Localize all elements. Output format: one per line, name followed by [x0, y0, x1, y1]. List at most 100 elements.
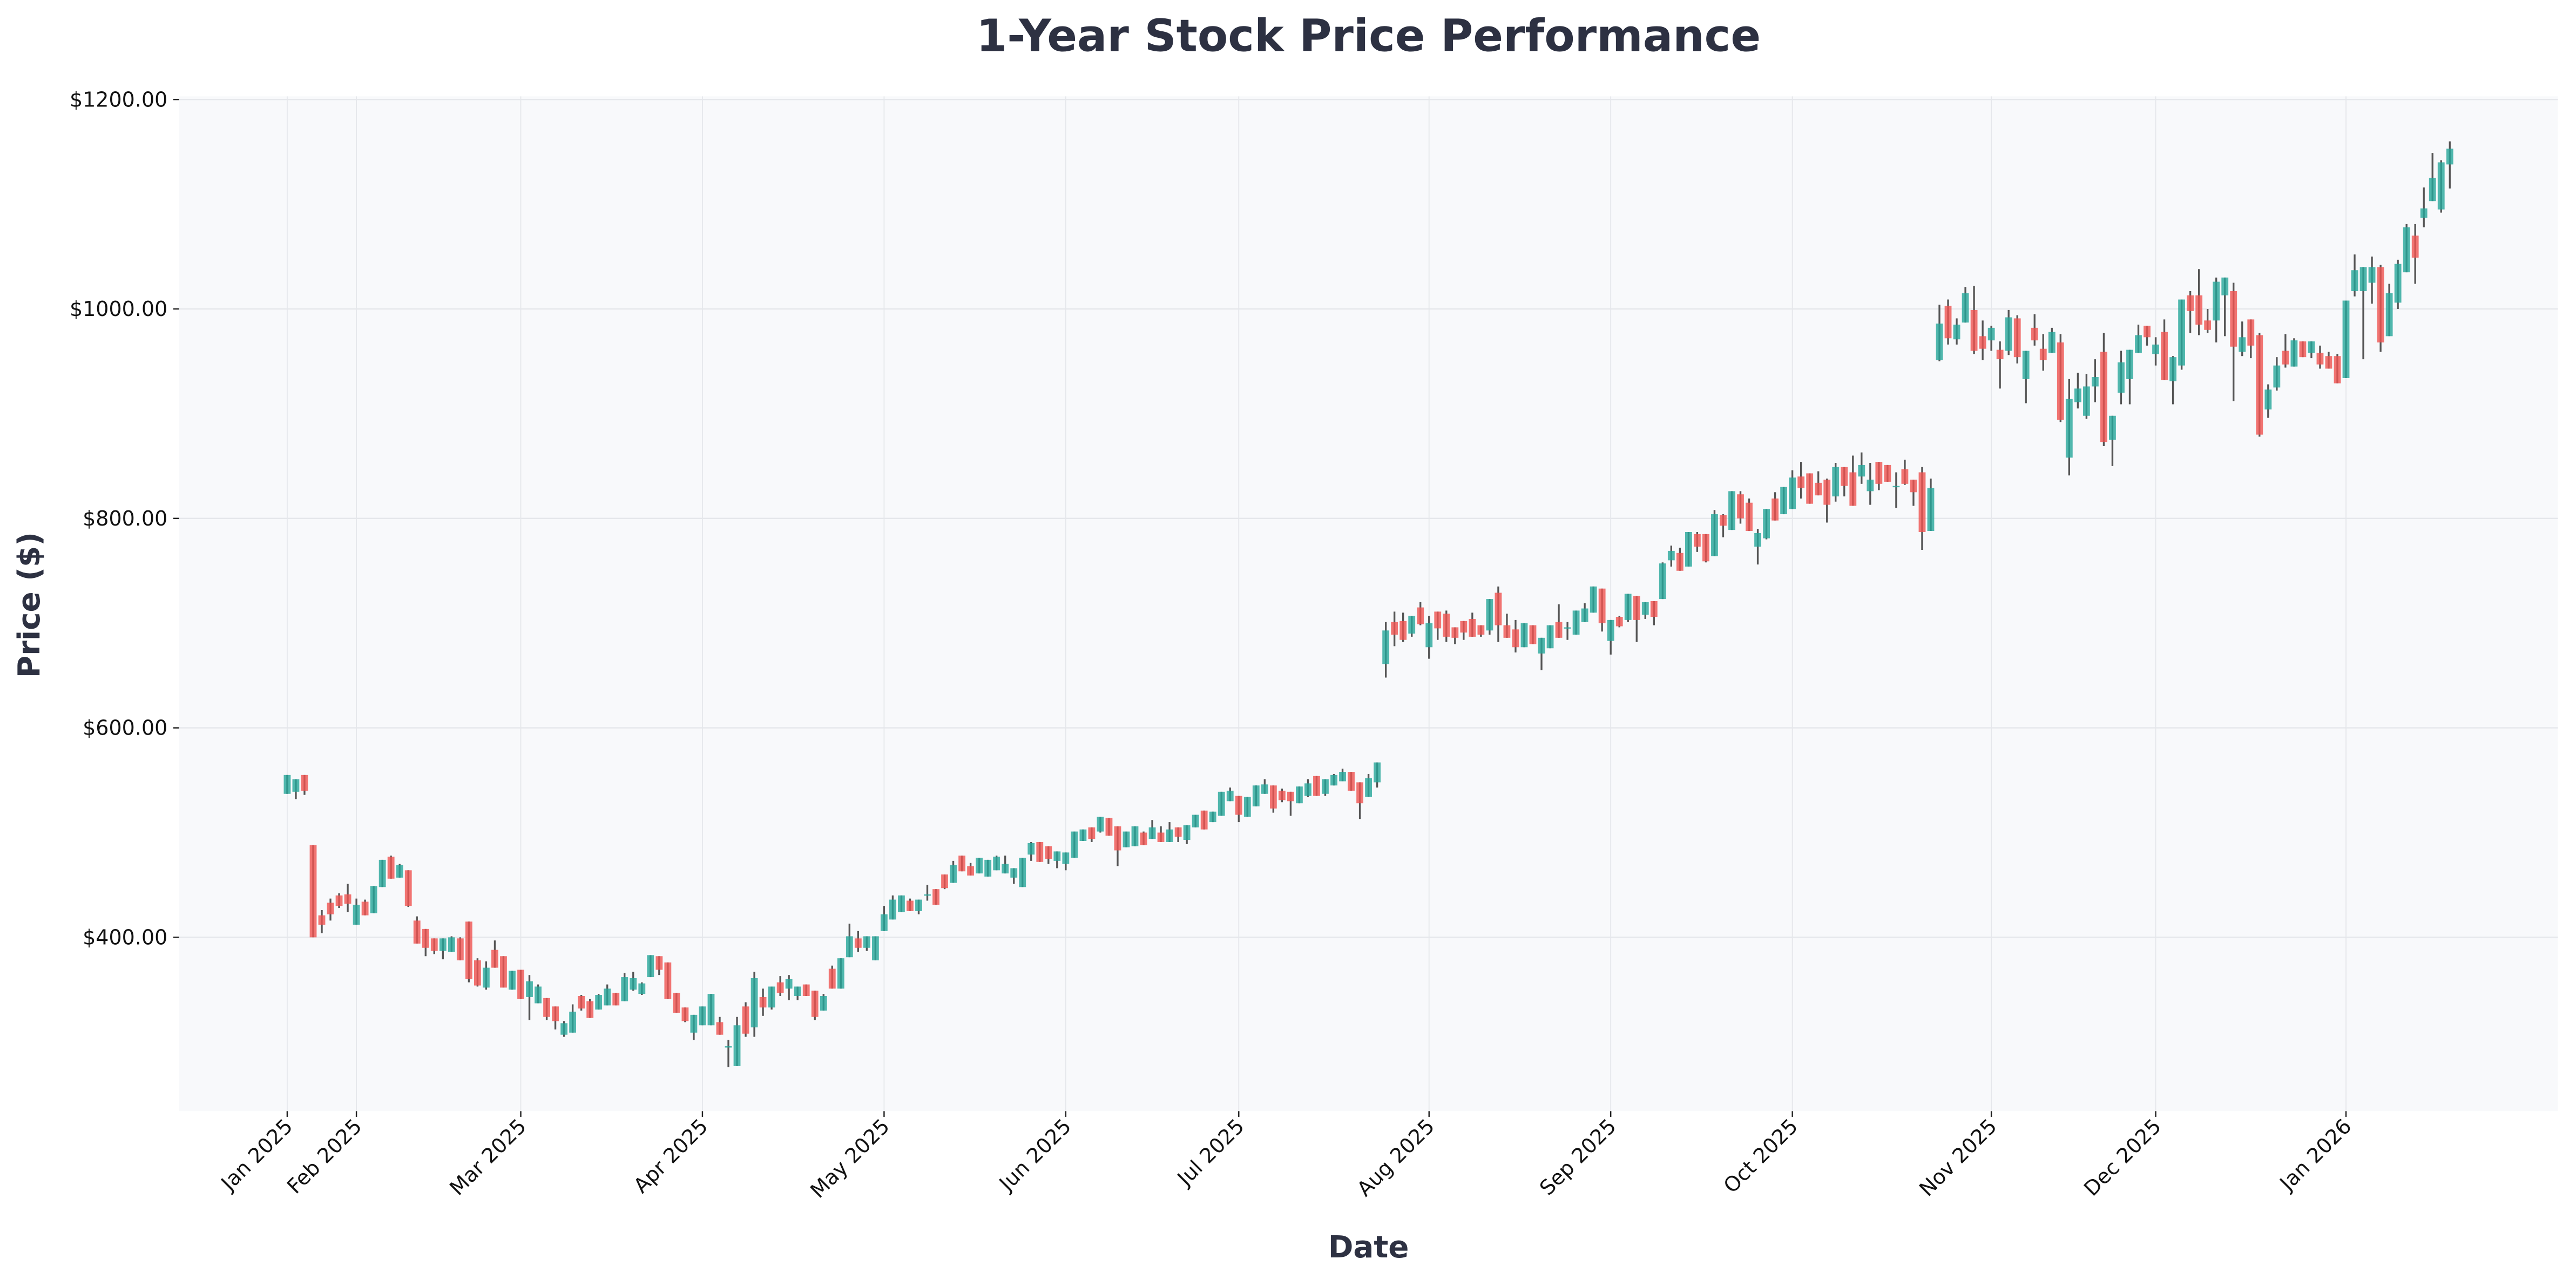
candle-body-down [1944, 306, 1952, 339]
candle-body-up [2118, 362, 2125, 393]
candle [404, 870, 412, 907]
candle-body-up [292, 779, 300, 792]
gridlines [179, 96, 2558, 1112]
candle [2359, 267, 2367, 360]
candle-body-up [1936, 324, 1943, 361]
candle-body-down [1598, 588, 1606, 623]
candle [1391, 611, 1398, 647]
candle [1884, 465, 1891, 482]
candle-body-down [318, 915, 326, 925]
candle [1780, 487, 1788, 515]
candle [2247, 319, 2255, 359]
candle [1036, 842, 1044, 862]
candle [491, 940, 498, 968]
candle-body-down [932, 889, 939, 905]
candle [1097, 817, 1104, 833]
candle-body-down [2100, 352, 2107, 442]
candle [578, 995, 585, 1011]
candle [612, 993, 620, 1006]
candle [344, 884, 351, 912]
candle-body-down [422, 928, 429, 948]
candle-body-up [768, 986, 775, 1008]
candle-body-down [1469, 618, 1476, 637]
candle-body-up [699, 1006, 706, 1026]
candle [1365, 773, 1372, 797]
candle-body-up [2290, 340, 2298, 367]
candle [2118, 351, 2125, 405]
candle-body-up [1010, 868, 1018, 878]
candle [1650, 601, 1658, 625]
candle [2342, 300, 2350, 378]
candle [2135, 325, 2142, 353]
candle-body-down [1702, 534, 1709, 562]
candle [707, 994, 715, 1026]
candle [1555, 604, 1563, 638]
candle [1659, 562, 1666, 600]
candle [1728, 491, 1735, 530]
candle-body-down [344, 894, 351, 904]
candle-body-down [716, 1022, 724, 1035]
candle [1607, 620, 1614, 655]
candle-body-up [1572, 610, 1580, 635]
candle-body-down [1841, 467, 1848, 486]
candle [1772, 492, 1779, 521]
candle-body-up [725, 1046, 732, 1048]
candle [2403, 224, 2410, 273]
candle [699, 1006, 706, 1026]
candle-body-down [456, 938, 464, 961]
candle [327, 898, 334, 921]
candle-body-down [1356, 782, 1363, 804]
candle-body-up [1685, 531, 1692, 567]
candle [335, 893, 343, 908]
candle [2446, 141, 2453, 189]
candle-body-down [907, 900, 914, 911]
candle [716, 1017, 724, 1035]
candle [1443, 610, 1450, 642]
candle-body-down [2377, 267, 2384, 343]
candle-body-up [638, 983, 646, 994]
candle [1685, 531, 1692, 567]
candle [837, 958, 844, 989]
candle [1408, 616, 1416, 637]
candle-body-up [1365, 778, 1372, 797]
candle [1192, 814, 1199, 827]
candle [1235, 796, 1242, 823]
candle-body-up [1987, 327, 1995, 341]
candle [2005, 309, 2012, 355]
candle-body-down [1737, 494, 1744, 519]
candle [2221, 277, 2229, 336]
candle [1140, 831, 1147, 845]
candle-body-up [1962, 293, 1969, 323]
candle [1892, 472, 1900, 508]
candle-body-up [1953, 325, 1960, 340]
candle-body-up [1148, 827, 1156, 839]
plot-area [179, 96, 2558, 1112]
candle-body-up [1071, 831, 1078, 858]
candle [2169, 356, 2176, 405]
candle [1693, 531, 1701, 552]
candle [725, 1040, 732, 1067]
candle-body-down [2334, 356, 2341, 383]
candle [742, 1002, 749, 1037]
candle [2411, 224, 2419, 284]
candle-body-down [1910, 480, 1917, 493]
candle-body-down [1633, 596, 1640, 620]
candle [1641, 602, 1649, 619]
candle-body-up [630, 978, 637, 990]
candle [1200, 810, 1208, 830]
candle [552, 1006, 559, 1030]
candle-body-up [2135, 335, 2142, 353]
candle-body-down [2230, 291, 2237, 347]
candle-body-down [1105, 818, 1113, 836]
candle [1512, 620, 1519, 652]
candle [1071, 831, 1078, 858]
candle-body-down [1996, 349, 2004, 360]
candle [1858, 452, 1865, 484]
candle [1815, 471, 1822, 496]
candle-body-down [811, 991, 819, 1017]
candle [1590, 586, 1597, 613]
candle [370, 886, 377, 913]
candle [1763, 509, 1770, 540]
candle [1269, 785, 1277, 813]
candle-body-up [439, 938, 447, 951]
